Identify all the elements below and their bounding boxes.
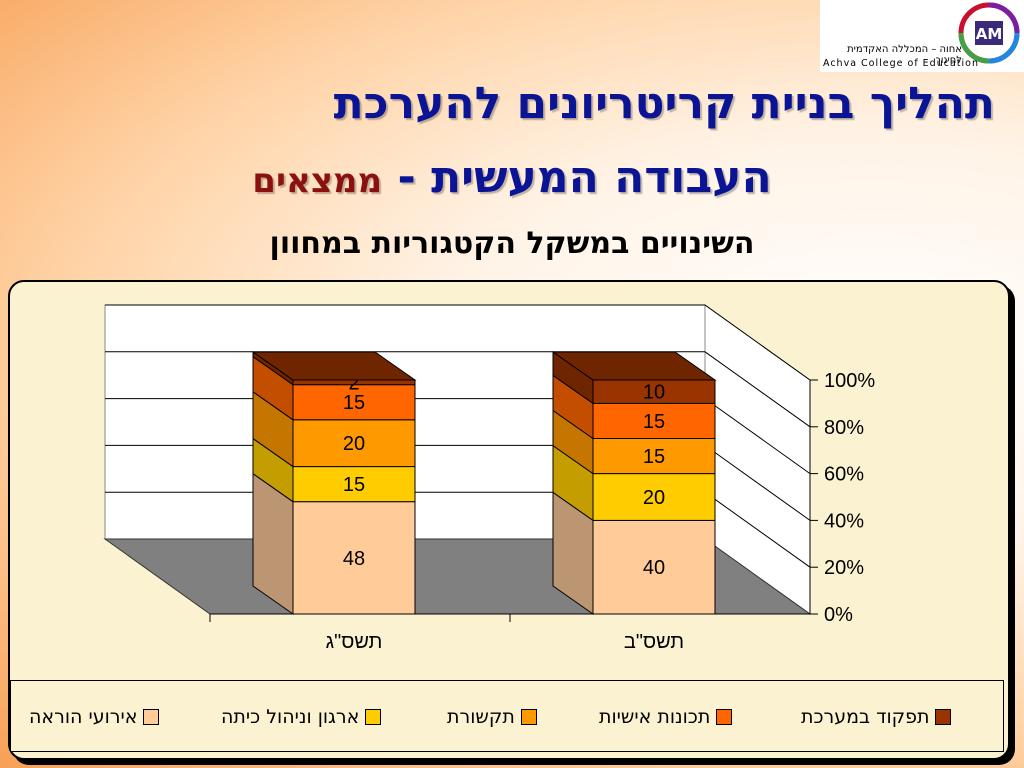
page-title-line2: העבודה המעשית - ממצאים <box>0 152 1024 203</box>
gridline-side <box>704 304 811 381</box>
bar-value-label: 40 <box>643 557 665 579</box>
legend-swatch <box>520 709 537 725</box>
bar-top-face <box>551 351 717 381</box>
legend-item: תפקוד במערכת <box>801 703 952 731</box>
bar-value-label: 20 <box>643 487 665 509</box>
legend-label: ארגון וניהול כיתה <box>221 706 360 728</box>
y-tick-label: 80% <box>824 417 864 439</box>
legend-swatch <box>935 709 952 725</box>
bar-segment <box>292 466 416 503</box>
legend-item: ארגון וניהול כיתה <box>221 703 382 731</box>
bar-segment <box>592 519 716 615</box>
bar-segment <box>592 438 716 475</box>
x-category-label: תשס"ב <box>624 631 684 653</box>
gridline-side <box>704 491 811 568</box>
legend-item: אירועי הוראה <box>29 703 160 731</box>
logo-mark-text: AM <box>976 25 1003 43</box>
stacked-bar-chart: 0%20%40%60%80%100%481520152תשס"ג40201515… <box>103 304 875 653</box>
logo-hebrew-text: אחוה – המכללה האקדמית לחינוך <box>847 44 962 66</box>
bar-value-label: 15 <box>643 411 665 433</box>
title-main: העבודה המעשית <box>431 152 772 203</box>
title-accent: ממצאים <box>252 161 383 201</box>
legend-label: תקשורת <box>447 706 515 728</box>
bar-value-label: 20 <box>343 433 365 455</box>
chart-subtitle: השינויים במשקל הקטגוריות במחוון <box>269 226 755 261</box>
chart-legend: אירועי הוראה ארגון וניהול כיתה תקשורת תכונו… <box>10 680 1004 752</box>
legend-swatch <box>365 709 382 725</box>
y-tick-label: 40% <box>824 510 864 532</box>
gridline-side <box>704 398 811 475</box>
logo-english-text: Achva College of Education <box>823 58 979 69</box>
bar-value-label: 15 <box>343 392 365 414</box>
legend-label: תפקוד במערכת <box>801 706 930 728</box>
legend-label: תכונות אישיות <box>599 706 711 728</box>
bar-segment <box>292 384 416 421</box>
legend-swatch <box>143 709 160 725</box>
bar-value-label: 15 <box>643 446 665 468</box>
y-tick-label: 20% <box>824 557 864 579</box>
bar-segment <box>292 501 416 615</box>
bar-segment <box>292 419 416 468</box>
bar-top-face <box>251 351 417 381</box>
page-title-line1: תהליך בניית קריטריונים להערכת <box>333 78 995 129</box>
college-logo-icon: AM <box>958 2 1020 64</box>
legend-item: תקשורת <box>447 703 537 731</box>
y-tick-label: 60% <box>824 464 864 486</box>
legend-swatch <box>716 709 733 725</box>
legend-label: אירועי הוראה <box>29 706 138 728</box>
gridline-side <box>704 444 811 521</box>
y-tick-label: 0% <box>824 604 853 626</box>
x-category-label: תשס"ג <box>326 631 383 653</box>
y-tick-label: 100% <box>824 370 875 392</box>
bar-segment <box>592 473 716 521</box>
gridline-side <box>704 351 811 428</box>
bar-value-label: 15 <box>343 474 365 496</box>
title-separator: - <box>397 152 416 203</box>
bar-value-label: 10 <box>643 382 665 404</box>
bar-segment <box>592 402 716 439</box>
bar-value-label: 2 <box>348 372 359 394</box>
bar-value-label: 48 <box>343 548 365 570</box>
legend-item: תכונות אישיות <box>599 703 733 731</box>
legend-row: אירועי הוראה ארגון וניהול כיתה תקשורת תכונו… <box>11 703 1003 731</box>
